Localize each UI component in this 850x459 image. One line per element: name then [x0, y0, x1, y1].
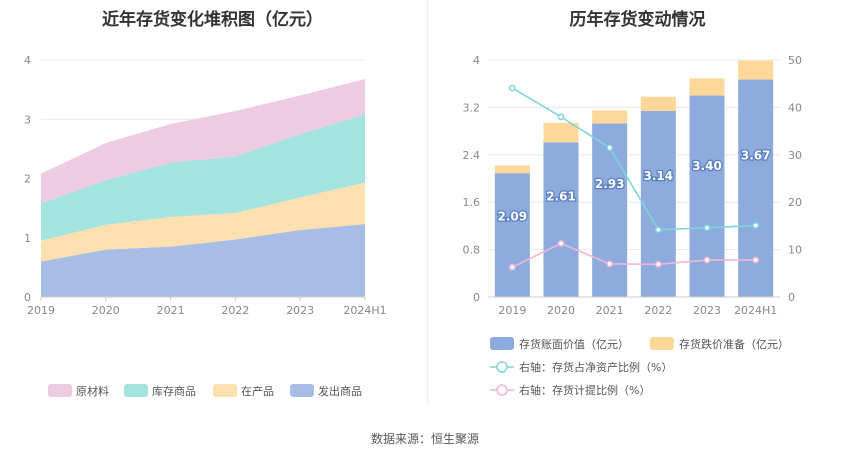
- legend-swatch: [290, 384, 314, 397]
- y2-tick-label: 10: [788, 244, 802, 257]
- legend-swatch: [490, 337, 514, 350]
- x-tick-label: 2019: [498, 304, 526, 317]
- bar-impairment: [494, 165, 530, 174]
- bar-impairment: [738, 60, 774, 80]
- legend-label: 右轴：存货占净资产比例（%）: [519, 360, 672, 374]
- x-tick-label: 2024H1: [734, 304, 777, 317]
- y2-tick-label: 50: [788, 54, 802, 67]
- area-原材料: [41, 78, 365, 204]
- area-发出商品: [41, 224, 365, 297]
- legend-label: 存货跌价准备（亿元）: [679, 337, 789, 351]
- bar-value-label: 2.09: [498, 210, 528, 224]
- bar-book-value: [689, 95, 725, 297]
- line-point: [557, 113, 565, 121]
- line-point: [752, 256, 760, 264]
- x-tick-label: 2020: [92, 304, 120, 317]
- bar-book-value: [494, 173, 530, 297]
- bar-book-value: [640, 110, 676, 297]
- bar-impairment: [543, 122, 579, 143]
- line-point: [654, 226, 662, 234]
- x-tick-label: 2021: [157, 304, 185, 317]
- line-point: [752, 222, 760, 229]
- legend-swatch: [650, 337, 674, 350]
- legend-swatch: [124, 384, 148, 397]
- y-tick-label: 3: [24, 113, 31, 126]
- bar-book-value: [592, 123, 628, 298]
- y2-tick-label: 20: [788, 196, 802, 209]
- y-tick-label: 0: [24, 291, 31, 304]
- legend-label: 右轴：存货计提比例（%）: [519, 383, 650, 397]
- legend-label: 库存商品: [152, 384, 196, 398]
- line-右轴：存货占净资产比例（%）: [511, 87, 756, 231]
- x-tick-label: 2020: [547, 304, 575, 317]
- left-chart-title: 近年存货变化堆积图（亿元）: [102, 10, 323, 30]
- line-右轴：存货计提比例（%）: [511, 242, 756, 268]
- line-point: [606, 144, 614, 152]
- y-tick-label: 1.6: [463, 196, 481, 209]
- line-point: [557, 240, 565, 247]
- data-source-note: 数据来源：恒生聚源: [370, 432, 479, 446]
- y-tick-label: 1: [24, 232, 31, 245]
- bar-impairment: [640, 96, 676, 111]
- x-tick-label: 2021: [596, 304, 624, 317]
- x-tick-label: 2019: [27, 304, 55, 317]
- x-tick-label: 2024H1: [343, 304, 386, 317]
- y-tick-label: 0.8: [463, 244, 481, 257]
- y-tick-label: 2.4: [463, 149, 481, 162]
- stacked-area-chart: 0 1 2 3 4 2019 2020 2021 2022 2023 2024H1 原材料 库存商品 在产…: [24, 54, 387, 398]
- line-point: [508, 84, 516, 92]
- bar-book-value: [543, 142, 579, 297]
- y-tick-label: 4: [473, 54, 480, 67]
- y-tick-label: 0: [473, 291, 480, 304]
- y2-tick-label: 40: [788, 101, 802, 114]
- panel-divider: [427, 0, 428, 405]
- bar-value-label: 3.14: [644, 169, 674, 183]
- y2-tick-label: 30: [788, 149, 802, 162]
- bar-value-label: 3.67: [741, 149, 771, 163]
- y-tick-label: 2: [24, 173, 31, 186]
- y2-tick-label: 0: [788, 291, 795, 304]
- y-tick-label: 4: [24, 54, 31, 67]
- line-point: [703, 224, 711, 232]
- line-point: [508, 263, 516, 271]
- legend-swatch: [48, 384, 72, 397]
- line-point: [606, 260, 614, 268]
- legend-label: 发出商品: [318, 384, 362, 398]
- line-point: [703, 256, 711, 264]
- x-tick-label: 2023: [693, 304, 721, 317]
- bar-value-label: 2.61: [546, 189, 576, 203]
- x-tick-label: 2022: [221, 304, 249, 317]
- legend-swatch: [213, 384, 237, 397]
- area-库存商品: [41, 114, 365, 241]
- legend-label: 在产品: [241, 384, 274, 398]
- area-在产品: [41, 182, 365, 262]
- x-tick-label: 2023: [286, 304, 314, 317]
- right-chart-title: 历年存货变动情况: [569, 10, 706, 30]
- legend-marker: [496, 384, 508, 396]
- x-tick-label: 2022: [644, 304, 672, 317]
- bar-impairment: [592, 110, 628, 124]
- bar-book-value: [738, 79, 774, 298]
- bar-value-label: 3.40: [692, 159, 722, 173]
- legend-label: 原材料: [76, 384, 109, 398]
- bar-impairment: [689, 78, 725, 96]
- bar-value-label: 2.93: [595, 177, 625, 191]
- y-tick-label: 3.2: [463, 101, 481, 114]
- line-point: [654, 260, 662, 268]
- legend-marker: [496, 361, 508, 373]
- legend-label: 存货账面价值（亿元）: [519, 337, 629, 351]
